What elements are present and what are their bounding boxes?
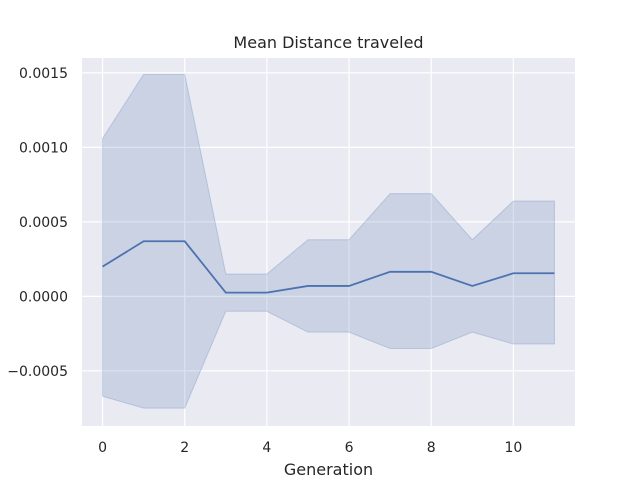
x-tick-label: 0 [98,440,107,456]
x-tick-label: 4 [262,440,271,456]
chart-title: Mean Distance traveled [233,33,423,52]
confidence-band-layer [102,73,555,409]
x-tick-label: 10 [504,440,522,456]
y-axis-ticks: −0.0005 0.0000 0.0005 0.0010 0.0015 [7,66,68,380]
x-tick-label: 2 [180,440,189,456]
confidence-band [102,73,555,409]
y-tick-label: 0.0005 [19,215,68,231]
x-axis-label: Generation [284,460,373,479]
x-axis-ticks: 0 2 4 6 8 10 [98,440,522,456]
y-tick-label: 0.0000 [19,289,68,305]
y-tick-label: 0.0010 [19,140,68,156]
y-tick-label: −0.0005 [7,364,68,380]
series-line-layer [102,240,555,294]
y-tick-label: 0.0015 [19,66,68,82]
x-tick-label: 6 [345,440,354,456]
x-tick-label: 8 [427,440,436,456]
series-line [102,240,555,294]
